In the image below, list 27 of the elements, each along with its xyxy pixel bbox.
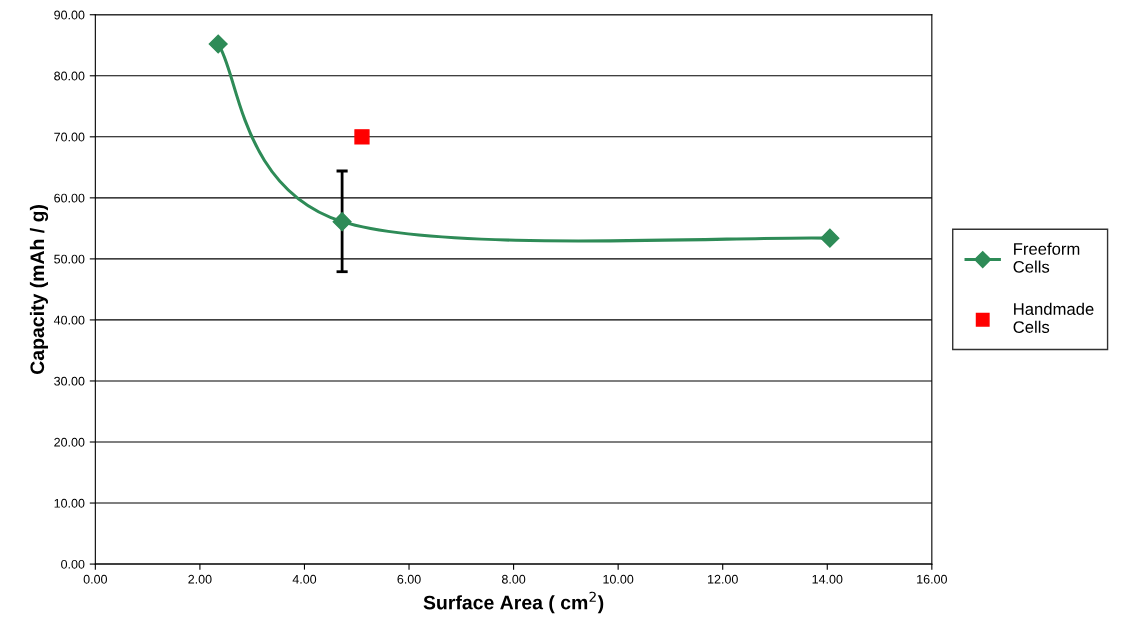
legend-label: Freeform Cells bbox=[1013, 242, 1080, 273]
x-tick-label: 8.00 bbox=[501, 574, 526, 584]
point bbox=[208, 34, 228, 54]
y-tick-label: 40.00 bbox=[53, 315, 85, 325]
y-tick-label: 60.00 bbox=[54, 193, 85, 203]
y-tick-label: 80.00 bbox=[54, 71, 85, 81]
x-tick-label: 0.00 bbox=[83, 574, 108, 584]
x-axis-title: Surface Area ( cm$^{2}$) bbox=[423, 591, 604, 614]
y-tick-label: 20.00 bbox=[54, 437, 85, 447]
legend-label: Handmade Cells bbox=[1013, 302, 1094, 333]
y-tick-label: 30.00 bbox=[54, 376, 85, 386]
x-tick-label: 6.00 bbox=[397, 574, 421, 584]
x-tick-label: 12.00 bbox=[708, 574, 738, 584]
point bbox=[332, 212, 352, 232]
x-tick-label: 16.00 bbox=[917, 574, 947, 584]
y-tick-label: 90.00 bbox=[54, 10, 85, 20]
y-axis-title: Capacity (mAh / g) bbox=[29, 205, 49, 374]
x-tick-label: 2.00 bbox=[188, 574, 212, 584]
y-tick-label: 0.00 bbox=[61, 559, 85, 569]
x-tick-label: 10.00 bbox=[603, 574, 634, 584]
y-tick-label: 10.00 bbox=[54, 498, 85, 508]
x-tick-label: 4.00 bbox=[292, 574, 317, 584]
x-tick-label: 14.00 bbox=[812, 574, 843, 584]
y-tick-label: 50.00 bbox=[54, 254, 85, 264]
y-tick-label: 70.00 bbox=[54, 132, 85, 142]
point bbox=[820, 228, 840, 248]
point bbox=[354, 129, 370, 145]
